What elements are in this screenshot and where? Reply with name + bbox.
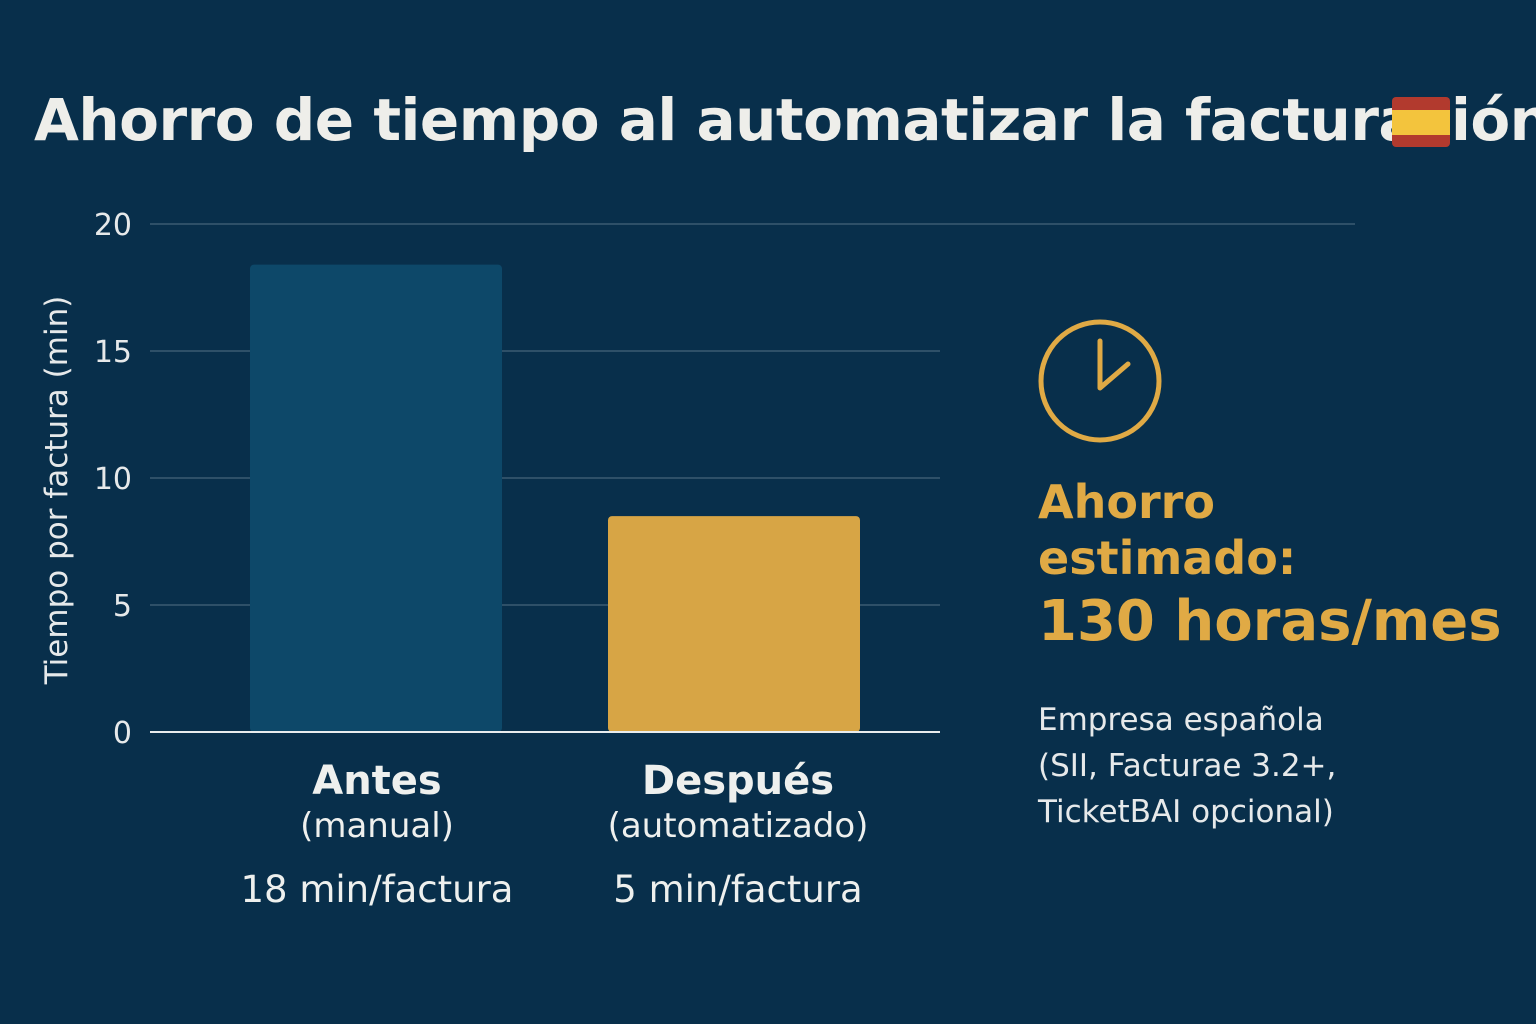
category-value: 5 min/factura bbox=[613, 868, 863, 911]
chart-title: Ahorro de tiempo al automatizar la factu… bbox=[34, 86, 1536, 154]
note-line: (SII, Facturae 3.2+, bbox=[1038, 748, 1337, 784]
savings-summary: Ahorro estimado: 130 horas/mes bbox=[1038, 474, 1502, 658]
y-tick-label: 10 bbox=[94, 462, 132, 497]
category-despues: Después (automatizado) 5 min/factura bbox=[538, 758, 938, 911]
y-axis-label: Tiempo por factura (min) bbox=[39, 296, 75, 686]
savings-value: 130 horas/mes bbox=[1038, 589, 1502, 654]
spain-flag-icon bbox=[1392, 97, 1450, 147]
category-value: 18 min/factura bbox=[240, 868, 514, 911]
category-sub: (manual) bbox=[300, 806, 454, 846]
savings-line1: Ahorro bbox=[1038, 475, 1215, 529]
category-sub: (automatizado) bbox=[607, 806, 869, 846]
note-line: Empresa española bbox=[1038, 702, 1324, 738]
bar-antes bbox=[250, 264, 502, 732]
savings-line2: estimado: bbox=[1038, 531, 1297, 585]
y-tick-label: 20 bbox=[94, 208, 132, 243]
category-antes: Antes (manual) 18 min/factura bbox=[177, 758, 577, 911]
category-name: Después bbox=[641, 758, 835, 804]
y-tick-label: 15 bbox=[94, 335, 132, 370]
bar-despues bbox=[608, 516, 860, 732]
note-line: TicketBAI opcional) bbox=[1038, 794, 1334, 830]
y-tick-label: 0 bbox=[113, 716, 132, 751]
category-name: Antes bbox=[312, 758, 442, 804]
company-note: Empresa española (SII, Facturae 3.2+, Ti… bbox=[1038, 697, 1336, 835]
y-tick-label: 5 bbox=[113, 589, 132, 624]
